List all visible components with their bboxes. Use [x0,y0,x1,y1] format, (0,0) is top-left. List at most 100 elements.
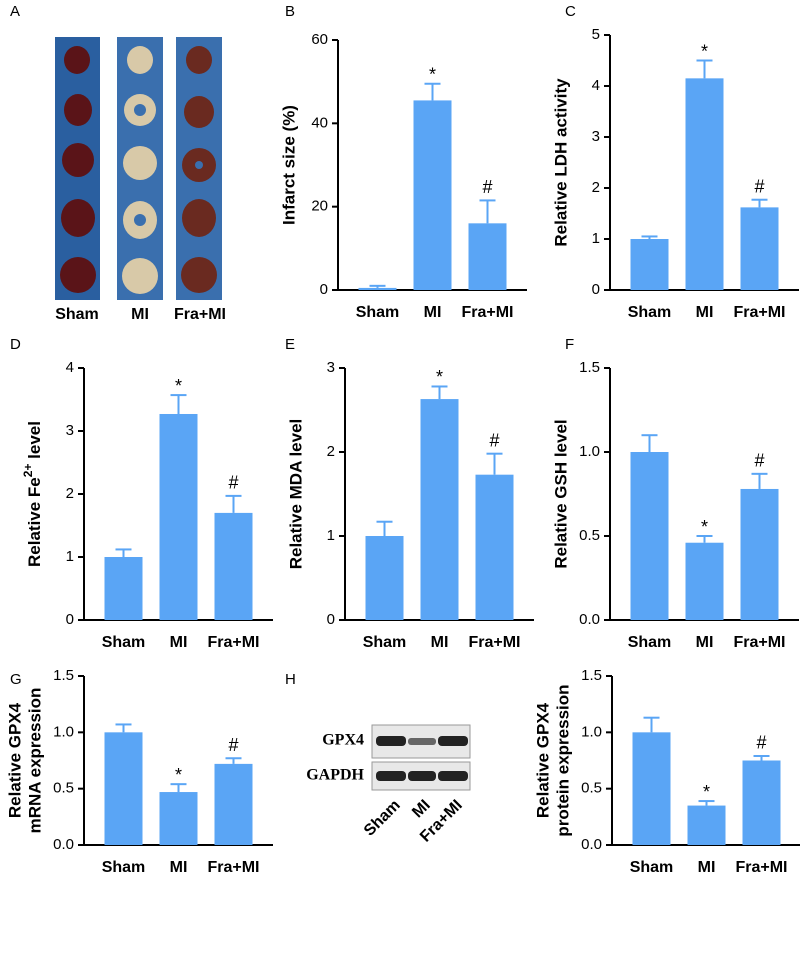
y-tick-label: 3 [327,359,335,376]
y-tick-label: 4 [66,359,74,376]
bar [468,223,507,290]
bar [740,488,779,620]
significance-mark: * [175,376,182,396]
panel-letter: F [565,336,574,353]
panel-letter: G [10,671,22,688]
y-axis-label-part: Relative Fe [25,477,44,567]
y-tick-label: 0.0 [579,611,600,628]
significance-mark: # [754,451,764,471]
y-tick-label: 0 [327,611,335,628]
x-tick-label: Sham [630,859,674,876]
significance-mark: * [436,367,443,387]
y-tick-label: 0.5 [581,780,602,797]
significance-mark: # [228,473,238,493]
significance-mark: * [701,517,708,537]
y-axis-label: Relative Fe2+ level [21,421,44,567]
y-axis-label-part: level [25,421,44,464]
bar [413,100,452,291]
y-axis-label: Relative GPX4 [533,702,552,818]
y-axis-label: protein expression [553,684,572,836]
bar [687,805,726,845]
lane-label: MI [409,797,434,822]
y-axis-label: mRNA expression [25,688,44,834]
y-tick-label: 1.5 [579,359,600,376]
x-tick-label: Sham [102,634,146,651]
significance-mark: # [756,733,766,753]
x-tick-label: Sham [363,634,407,651]
tissue-photo [55,37,222,300]
bar [365,536,404,620]
y-tick-label: 2 [66,485,74,502]
y-tick-label: 3 [592,128,600,145]
panel-letter: H [285,671,296,688]
y-axis-label: Relative LDH activity [551,78,570,247]
x-tick-label: Fra+MI [733,634,785,651]
y-axis-label: Relative GPX4 [5,702,24,818]
bar [159,792,198,845]
band-label: GAPDH [306,767,364,784]
bar [685,542,724,620]
x-tick-label: Fra+MI [461,304,513,321]
panel-letter: D [10,336,21,353]
y-axis-label: Relative MDA level [286,419,305,570]
y-tick-label: 5 [592,26,600,43]
y-tick-label: 4 [592,77,600,94]
photo-label: Fra+MI [174,306,226,323]
x-tick-label: Sham [102,859,146,876]
y-axis-label-sup: 2+ [21,464,35,478]
x-tick-label: Sham [356,304,400,321]
bar [358,287,397,290]
bar [214,512,253,620]
x-tick-label: Fra+MI [207,634,259,651]
y-tick-label: 0.5 [53,780,74,797]
bar [104,732,143,845]
y-tick-label: 2 [327,443,335,460]
bar [159,413,198,620]
x-tick-label: MI [170,634,188,651]
y-tick-label: 0 [320,281,328,298]
bar [742,760,781,845]
x-tick-label: MI [696,304,714,321]
panel-letter: C [565,3,576,20]
significance-mark: # [754,176,764,196]
x-tick-label: MI [698,859,716,876]
y-tick-label: 0.0 [53,836,74,853]
y-tick-label: 1.5 [53,667,74,684]
x-tick-label: MI [696,634,714,651]
panel-letter: B [285,3,295,20]
panel-letter: A [10,3,20,20]
photo-label: Sham [55,306,99,323]
bar [630,452,669,620]
panel-letter: E [285,336,295,353]
significance-mark: * [703,782,710,802]
y-tick-label: 60 [311,31,328,48]
y-tick-label: 1 [592,230,600,247]
y-tick-label: 1.5 [581,667,602,684]
band-label: GPX4 [322,732,364,749]
x-tick-label: Sham [628,304,672,321]
y-tick-label: 1 [66,548,74,565]
lane-label: Sham [361,797,404,840]
significance-mark: # [489,430,499,450]
bar [630,239,669,290]
y-tick-label: 0 [66,611,74,628]
y-tick-label: 40 [311,114,328,131]
y-tick-label: 1.0 [581,723,602,740]
significance-mark: * [429,65,436,85]
x-tick-label: Fra+MI [735,859,787,876]
x-tick-label: Sham [628,634,672,651]
significance-mark: # [228,735,238,755]
y-tick-label: 2 [592,179,600,196]
significance-mark: # [482,177,492,197]
y-tick-label: 3 [66,422,74,439]
x-tick-label: Fra+MI [468,634,520,651]
y-tick-label: 1.0 [53,723,74,740]
bar [475,474,514,620]
bar [420,399,459,620]
y-tick-label: 20 [311,198,328,215]
x-tick-label: MI [431,634,449,651]
y-tick-label: 0.5 [579,527,600,544]
y-tick-label: 0.0 [581,836,602,853]
y-axis-label: Infarct size (%) [279,105,298,225]
